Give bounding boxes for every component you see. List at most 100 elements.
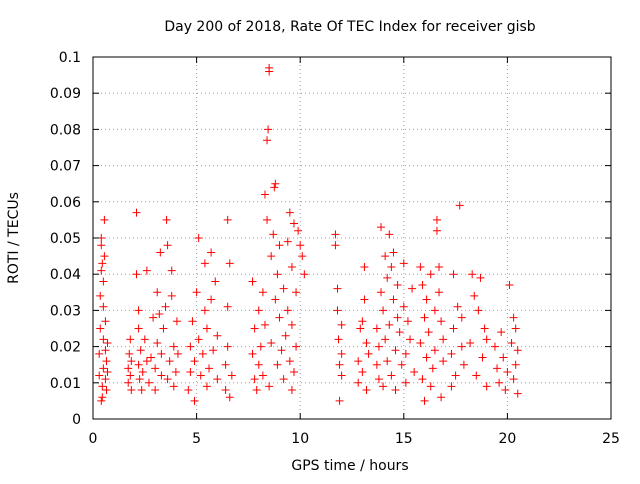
data-point <box>420 313 429 322</box>
data-point <box>447 382 456 391</box>
data-point <box>472 371 481 380</box>
data-point <box>335 360 344 369</box>
data-point <box>256 342 265 351</box>
data-point <box>250 375 259 384</box>
data-point <box>200 306 209 315</box>
data-point <box>151 364 160 373</box>
data-point <box>167 291 176 300</box>
data-point <box>207 248 216 257</box>
data-point <box>95 349 104 358</box>
data-point <box>213 375 222 384</box>
data-point <box>223 302 232 311</box>
data-point <box>263 136 272 145</box>
data-point <box>511 324 520 333</box>
data-point <box>334 335 343 344</box>
data-point <box>482 335 491 344</box>
y-tick-label: 0.05 <box>50 231 81 247</box>
data-point <box>416 338 425 347</box>
data-point <box>172 317 181 326</box>
x-tick-label: 15 <box>395 431 413 447</box>
data-point <box>124 378 133 387</box>
data-point <box>250 324 259 333</box>
y-tick-label: 0.08 <box>50 122 81 138</box>
data-point <box>144 378 153 387</box>
data-point <box>389 295 398 304</box>
data-point <box>509 313 518 322</box>
data-point <box>134 324 143 333</box>
data-point <box>132 270 141 279</box>
data-point <box>354 357 363 366</box>
data-point <box>439 357 448 366</box>
data-point <box>292 342 301 351</box>
data-point <box>97 396 106 405</box>
data-point <box>153 338 162 347</box>
data-point <box>248 277 257 286</box>
data-point <box>97 266 106 275</box>
data-point <box>449 324 458 333</box>
data-point <box>495 378 504 387</box>
data-point <box>211 277 220 286</box>
data-point <box>493 364 502 373</box>
data-point <box>426 270 435 279</box>
data-point <box>505 281 514 290</box>
data-point <box>225 259 234 268</box>
data-point <box>99 364 108 373</box>
data-point <box>157 349 166 358</box>
y-tick-label: 0.09 <box>50 86 81 102</box>
data-point <box>260 190 269 199</box>
data-point <box>292 288 301 297</box>
data-point <box>209 346 218 355</box>
data-point <box>98 382 107 391</box>
data-point <box>356 324 365 333</box>
data-point <box>136 346 145 355</box>
data-point <box>513 389 522 398</box>
chart-title: Day 200 of 2018, Rate Of TEC Index for r… <box>164 19 535 35</box>
data-point <box>289 367 298 376</box>
data-point <box>167 266 176 275</box>
y-tick-label: 0.01 <box>50 376 81 392</box>
data-point <box>213 331 222 340</box>
data-point <box>468 270 477 279</box>
data-point <box>362 386 371 395</box>
data-point <box>480 324 489 333</box>
data-point <box>267 338 276 347</box>
data-point <box>289 219 298 228</box>
data-point <box>132 208 141 217</box>
data-point <box>401 378 410 387</box>
data-point <box>507 338 516 347</box>
data-point <box>186 342 195 351</box>
data-point <box>509 375 518 384</box>
data-point <box>285 357 294 366</box>
data-point <box>151 386 160 395</box>
data-point <box>383 273 392 282</box>
y-tick-label: 0.02 <box>50 340 81 356</box>
data-point <box>457 342 466 351</box>
data-point <box>223 342 232 351</box>
data-point <box>287 386 296 395</box>
data-point <box>294 226 303 235</box>
data-point <box>281 331 290 340</box>
data-point <box>437 393 446 402</box>
data-point <box>258 371 267 380</box>
data-point <box>273 360 282 369</box>
data-point <box>96 324 105 333</box>
data-point <box>410 367 419 376</box>
data-point <box>377 223 386 232</box>
data-point <box>437 317 446 326</box>
data-point <box>96 291 105 300</box>
data-point <box>364 349 373 358</box>
data-point <box>335 396 344 405</box>
data-point <box>428 364 437 373</box>
data-point <box>397 360 406 369</box>
data-point <box>383 357 392 366</box>
data-point <box>205 364 214 373</box>
data-point <box>337 349 346 358</box>
data-point <box>296 241 305 250</box>
data-point <box>221 386 230 395</box>
data-point <box>188 317 197 326</box>
data-point <box>393 313 402 322</box>
data-point <box>331 241 340 250</box>
data-point <box>227 371 236 380</box>
data-point <box>287 320 296 329</box>
data-point <box>140 335 149 344</box>
